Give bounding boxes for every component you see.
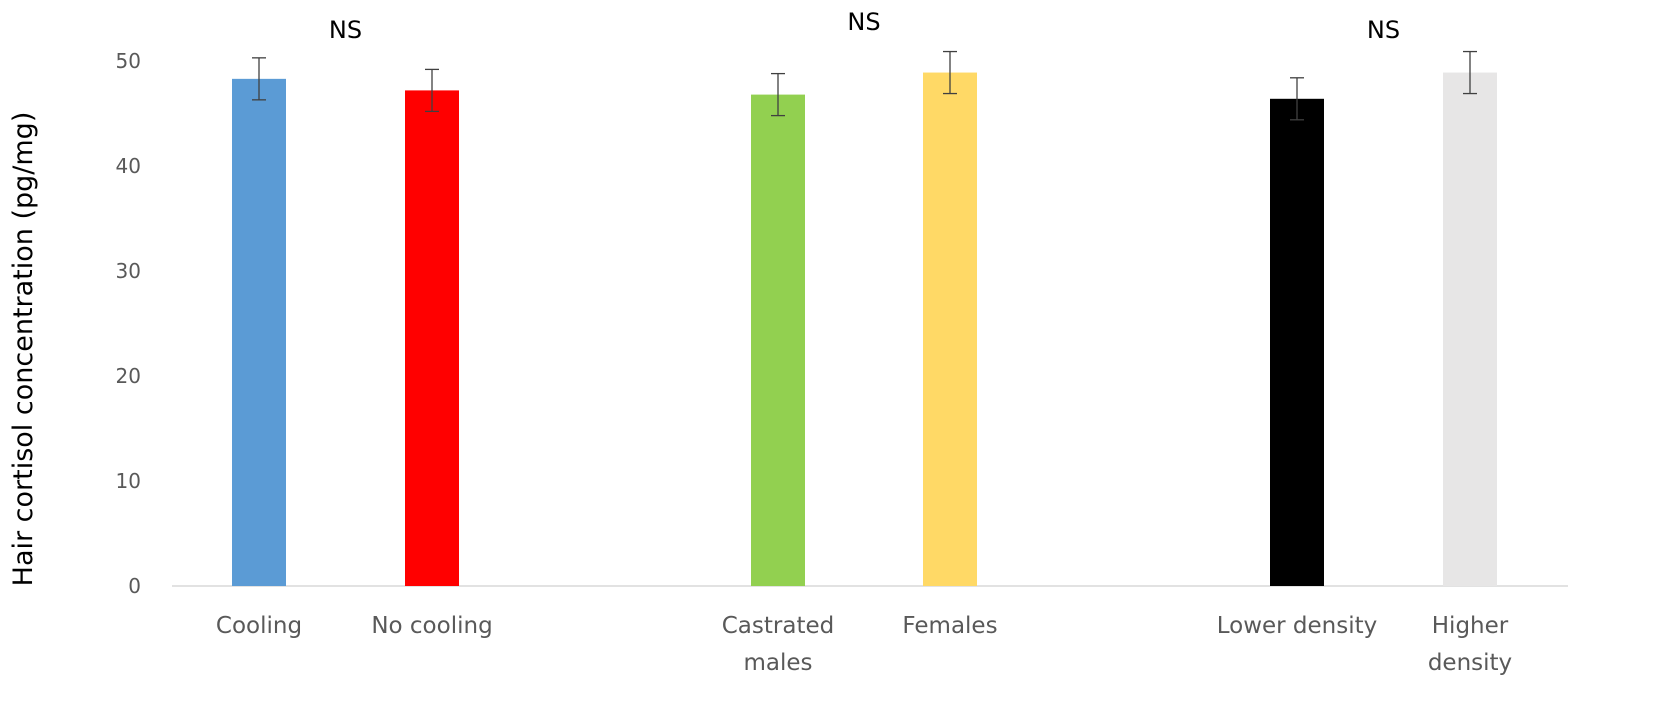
y-tick-label: 0 (128, 574, 141, 598)
y-tick-label: 30 (116, 259, 141, 283)
significance-label: NS (1367, 16, 1400, 44)
y-tick-label: 50 (116, 49, 141, 73)
category-label: No cooling (371, 613, 492, 639)
category-label: Higher (1432, 613, 1509, 639)
y-tick-label: 20 (116, 364, 141, 388)
significance-label: NS (847, 8, 880, 36)
bar (405, 90, 459, 587)
category-label: Lower density (1217, 613, 1378, 639)
category-label: Females (902, 613, 997, 639)
category-label: Cooling (216, 613, 302, 639)
category-label: Castrated (722, 613, 834, 639)
bar (1270, 98, 1324, 587)
category-label: density (1428, 650, 1512, 676)
y-tick-label: 10 (116, 469, 141, 493)
bar (923, 72, 977, 587)
bar (1443, 72, 1497, 587)
significance-label: NS (329, 16, 362, 44)
category-label: males (743, 650, 812, 676)
y-axis-title: Hair cortisol concentration (pg/mg) (8, 112, 39, 587)
bar (751, 94, 805, 586)
y-tick-label: 40 (116, 154, 141, 178)
bar (232, 78, 286, 586)
